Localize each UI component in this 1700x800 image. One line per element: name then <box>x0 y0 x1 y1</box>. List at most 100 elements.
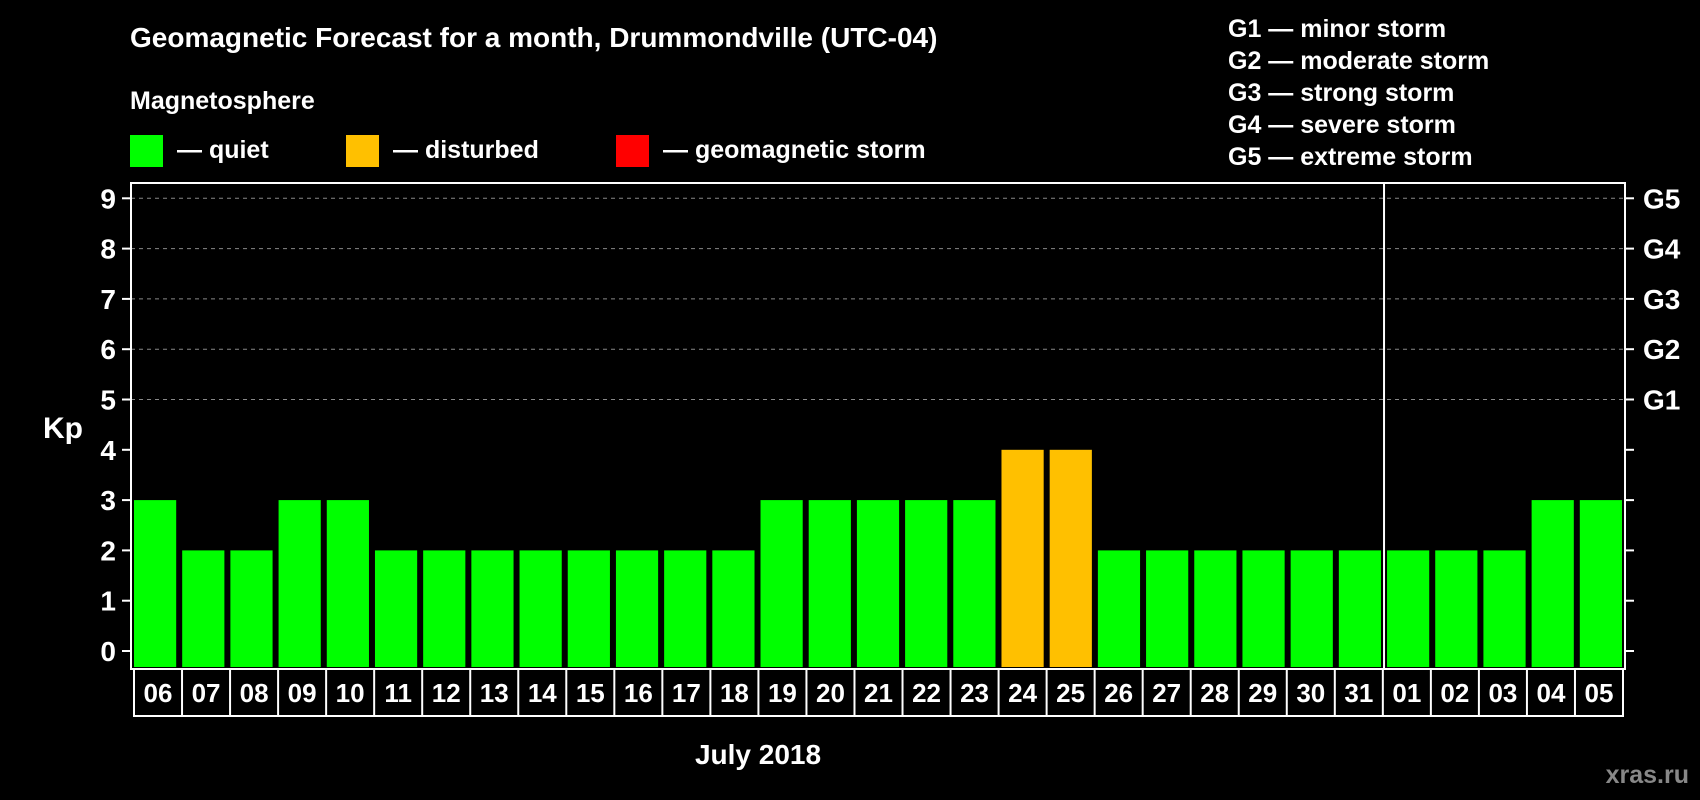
y-tick-label: 4 <box>100 435 116 466</box>
x-tick-label: 11 <box>384 678 412 708</box>
kp-bar <box>1531 500 1574 667</box>
y-axis-label: Kp <box>43 412 83 445</box>
x-tick-label: 13 <box>480 678 509 708</box>
x-tick-label: 04 <box>1536 678 1565 708</box>
x-tick-label: 17 <box>672 678 701 708</box>
y-tick-label: 7 <box>100 284 116 315</box>
y-tick-label: 3 <box>100 485 116 516</box>
legend-swatch-quiet <box>130 135 163 167</box>
y-tick-label: 5 <box>100 385 116 416</box>
kp-bar <box>1387 550 1430 667</box>
kp-bar <box>1579 500 1622 667</box>
storm-scale-g3: G3 — strong storm <box>1228 79 1454 107</box>
x-tick-label: 06 <box>144 678 173 708</box>
x-tick-label: 14 <box>528 678 557 708</box>
g-scale-label: G1 <box>1643 385 1680 416</box>
y-tick-label: 6 <box>100 334 116 365</box>
kp-bar <box>1290 550 1333 667</box>
x-tick-label: 21 <box>864 678 893 708</box>
kp-bar <box>1338 550 1382 667</box>
x-tick-label: 19 <box>768 678 797 708</box>
kp-bar <box>712 550 755 667</box>
kp-bar <box>374 550 418 667</box>
kp-bar <box>953 500 996 667</box>
y-tick-label: 8 <box>100 234 116 265</box>
x-axis-label: July 2018 <box>695 739 821 770</box>
x-tick-label: 12 <box>432 678 461 708</box>
grid-layer <box>131 197 1625 400</box>
kp-bar <box>856 500 900 667</box>
kp-bar <box>760 500 803 667</box>
kp-bar <box>1146 550 1189 667</box>
g-scale-label: G2 <box>1643 334 1680 365</box>
kp-bar <box>1435 550 1478 667</box>
x-tick-label: 02 <box>1440 678 1469 708</box>
x-tick-label: 26 <box>1104 678 1133 708</box>
watermark: xras.ru <box>1606 761 1689 789</box>
kp-bar <box>664 550 707 667</box>
x-tick-label: 20 <box>816 678 845 708</box>
legend-label-storm: — geomagnetic storm <box>663 136 926 164</box>
x-tick-label: 03 <box>1488 678 1517 708</box>
x-tick-label: 27 <box>1152 678 1181 708</box>
legend-label-quiet: — quiet <box>177 136 269 164</box>
x-tick-label: 31 <box>1344 678 1373 708</box>
kp-bar <box>1483 550 1526 667</box>
x-tick-label: 01 <box>1392 678 1421 708</box>
y-axis-right: G1 G2 G3 G4 G5 <box>1625 183 1681 652</box>
y-tick-label: 2 <box>100 535 116 566</box>
bars-layer <box>134 449 1622 667</box>
legend-label-disturbed: — disturbed <box>393 136 539 164</box>
kp-bar <box>808 500 851 667</box>
kp-bar <box>1001 449 1044 667</box>
x-tick-label: 24 <box>1008 678 1037 708</box>
x-tick-label: 29 <box>1248 678 1277 708</box>
x-tick-label: 05 <box>1585 678 1614 708</box>
x-tick-label: 25 <box>1056 678 1085 708</box>
kp-bar <box>326 500 369 667</box>
kp-bar <box>423 550 466 667</box>
kp-bar <box>471 550 514 667</box>
storm-scale-g4: G4 — severe storm <box>1228 111 1456 139</box>
chart-title: Geomagnetic Forecast for a month, Drummo… <box>130 22 937 53</box>
kp-bar <box>1049 449 1092 667</box>
kp-bar <box>134 500 177 667</box>
kp-bar <box>1097 550 1141 667</box>
legend-swatch-disturbed <box>346 135 379 167</box>
y-tick-label: 9 <box>100 183 116 214</box>
storm-scale-g1: G1 — minor storm <box>1228 15 1446 43</box>
kp-bar <box>182 550 225 667</box>
kp-bar <box>567 550 610 667</box>
kp-bar <box>519 550 562 667</box>
x-tick-label: 30 <box>1296 678 1325 708</box>
storm-scale-g5: G5 — extreme storm <box>1228 143 1473 171</box>
y-tick-label: 0 <box>100 636 116 667</box>
kp-bar <box>905 500 948 667</box>
g-scale-label: G4 <box>1643 234 1681 265</box>
x-tick-label: 08 <box>240 678 269 708</box>
x-tick-label: 18 <box>720 678 749 708</box>
x-tick-label: 09 <box>288 678 317 708</box>
kp-bar <box>1242 550 1285 667</box>
x-tick-label: 10 <box>336 678 365 708</box>
x-tick-label: 15 <box>576 678 605 708</box>
date-box-frame <box>133 668 1624 717</box>
kp-bar <box>278 500 321 667</box>
g-scale-label: G5 <box>1643 183 1680 214</box>
kp-bar <box>615 550 659 667</box>
legend-title: Magnetosphere <box>130 87 315 115</box>
kp-bar <box>230 550 273 667</box>
kp-bar <box>1194 550 1237 667</box>
x-tick-label: 28 <box>1200 678 1229 708</box>
x-tick-label: 23 <box>960 678 989 708</box>
legend-swatch-storm <box>616 135 649 167</box>
x-tick-label: 16 <box>624 678 653 708</box>
x-tick-label: 07 <box>192 678 221 708</box>
y-axis-left: 0 1 2 3 4 5 6 7 8 9 <box>100 183 131 667</box>
x-axis-date-boxes: 06 07 08 09 10 11 12 13 14 15 16 17 18 19 20 21 22 23 24 25… <box>133 668 1624 717</box>
storm-scale-g2: G2 — moderate storm <box>1228 47 1489 75</box>
x-tick-label: 22 <box>912 678 941 708</box>
g-scale-label: G3 <box>1643 284 1680 315</box>
y-tick-label: 1 <box>100 586 116 617</box>
